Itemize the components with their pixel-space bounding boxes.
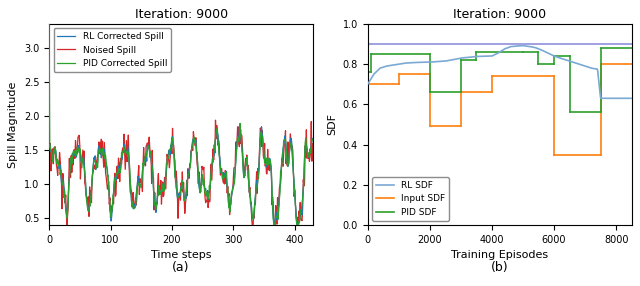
Text: (a): (a) xyxy=(172,261,190,274)
Y-axis label: Spill Magnitude: Spill Magnitude xyxy=(8,81,19,168)
Noised Spill xyxy=(113,165,121,168)
PID Corrected Spill xyxy=(253,183,261,187)
Noised Spill xyxy=(95,140,102,144)
Noised Spill xyxy=(308,142,316,145)
Noised Spill xyxy=(55,164,63,167)
X-axis label: Time steps: Time steps xyxy=(151,250,211,260)
Noised Spill xyxy=(255,177,262,180)
RL SDF xyxy=(364,83,371,86)
Noised Spill xyxy=(132,196,140,199)
RL Corrected Spill xyxy=(236,125,243,128)
PID Corrected Spill xyxy=(55,164,63,168)
Noised Spill xyxy=(90,170,97,174)
RL SDF xyxy=(575,62,582,66)
PID Corrected Spill xyxy=(131,206,139,209)
Line: RL SDF: RL SDF xyxy=(367,46,632,98)
RL Corrected Spill xyxy=(89,168,97,172)
PID Corrected Spill xyxy=(308,139,316,142)
Text: (b): (b) xyxy=(491,261,508,274)
Noised Spill xyxy=(212,118,220,122)
RL Corrected Spill xyxy=(45,145,53,148)
Legend: RL SDF, Input SDF, PID SDF: RL SDF, Input SDF, PID SDF xyxy=(372,177,449,221)
RL SDF xyxy=(628,97,636,100)
RL Corrected Spill xyxy=(113,174,120,178)
Legend: RL Corrected Spill, Noised Spill, PID Corrected Spill: RL Corrected Spill, Noised Spill, PID Co… xyxy=(54,28,171,72)
Title: Iteration: 9000: Iteration: 9000 xyxy=(453,8,546,21)
RL SDF xyxy=(480,55,488,58)
RL Corrected Spill xyxy=(308,137,316,140)
RL SDF xyxy=(545,52,553,55)
RL SDF xyxy=(470,55,478,58)
RL Corrected Spill xyxy=(94,148,102,151)
Noised Spill xyxy=(63,227,71,230)
RL Corrected Spill xyxy=(55,167,63,170)
Line: RL Corrected Spill: RL Corrected Spill xyxy=(49,127,312,229)
RL SDF xyxy=(519,44,527,47)
Title: Iteration: 9000: Iteration: 9000 xyxy=(134,8,228,21)
RL Corrected Spill xyxy=(293,227,301,230)
Noised Spill xyxy=(45,141,53,144)
Line: Noised Spill: Noised Spill xyxy=(49,120,312,229)
X-axis label: Training Episodes: Training Episodes xyxy=(451,250,548,260)
PID Corrected Spill xyxy=(293,227,301,230)
PID Corrected Spill xyxy=(89,171,97,174)
Y-axis label: SDF: SDF xyxy=(327,114,337,136)
RL SDF xyxy=(597,97,605,100)
PID Corrected Spill xyxy=(94,153,102,157)
RL SDF xyxy=(391,63,399,67)
RL SDF xyxy=(570,61,578,64)
PID Corrected Spill xyxy=(113,172,120,176)
RL Corrected Spill xyxy=(254,174,262,178)
PID Corrected Spill xyxy=(45,12,53,15)
RL Corrected Spill xyxy=(131,205,139,209)
Line: PID Corrected Spill: PID Corrected Spill xyxy=(49,14,312,229)
